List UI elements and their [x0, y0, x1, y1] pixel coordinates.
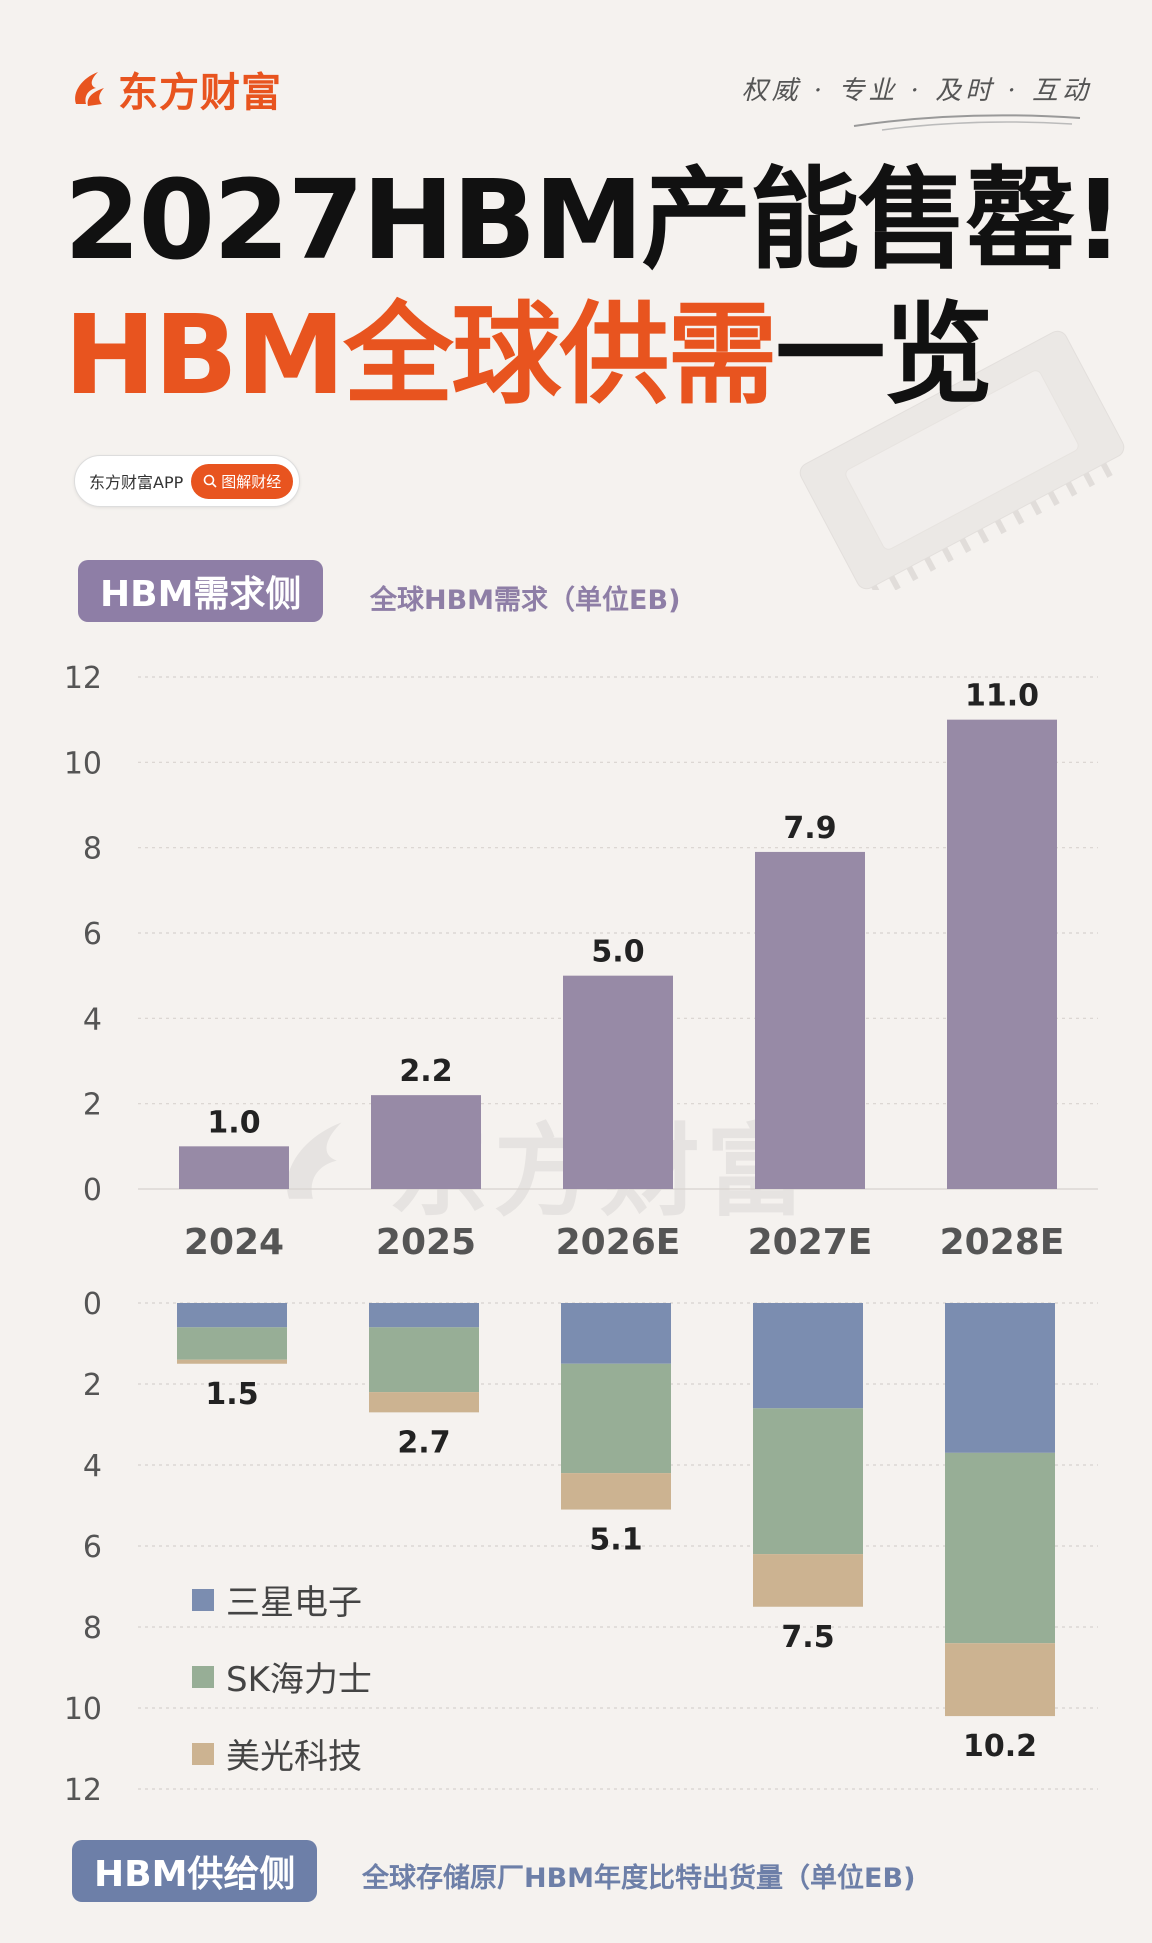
brand-name: 东方财富	[118, 70, 282, 116]
legend-item-samsung: 三星电子	[192, 1575, 362, 1624]
demand-chart-subtitle: 全球HBM需求（单位EB)	[370, 585, 681, 616]
legend-label-samsung: 三星电子	[226, 1583, 362, 1623]
x-category-label: 2025	[376, 1222, 476, 1263]
demand-y-tick-label: 2	[83, 1088, 102, 1123]
supply-bar-sk-hynix	[177, 1327, 287, 1360]
supply-bar-micron	[177, 1359, 287, 1364]
demand-section-label: HBM需求侧	[78, 560, 324, 622]
demand-y-tick-label: 10	[64, 746, 102, 781]
x-category-label: 2026E	[556, 1222, 681, 1263]
supply-bar-samsung	[945, 1303, 1055, 1453]
supply-chart-subtitle: 全球存储原厂HBM年度比特出货量（单位EB)	[362, 1863, 916, 1894]
x-category-label: 2027E	[748, 1222, 873, 1263]
demand-bar	[179, 1146, 289, 1189]
supply-y-tick-label: 12	[64, 1773, 102, 1808]
supply-bar-micron	[369, 1392, 479, 1413]
watermark-logo-icon	[286, 1122, 342, 1199]
demand-data-label: 1.0	[207, 1105, 260, 1140]
supply-y-tick-label: 4	[83, 1449, 102, 1484]
supply-bar-sk-hynix	[369, 1327, 479, 1393]
supply-y-tick-label: 10	[64, 1692, 102, 1727]
demand-bar	[755, 851, 865, 1189]
supply-total-label: 1.5	[205, 1377, 258, 1412]
supply-section-label: HBM供给侧	[72, 1840, 318, 1902]
supply-bar-micron	[561, 1473, 671, 1510]
legend-label-micron: 美光科技	[226, 1737, 362, 1777]
supply-y-tick-label: 0	[83, 1287, 102, 1322]
supply-bar-sk-hynix	[945, 1452, 1055, 1644]
legend-item-micron: 美光科技	[192, 1729, 362, 1778]
demand-y-tick-label: 6	[83, 917, 102, 952]
supply-y-tick-label: 2	[83, 1368, 102, 1403]
x-category-label: 2024	[184, 1222, 284, 1263]
app-tag-label: 图解财经	[221, 472, 282, 491]
demand-y-tick-label: 12	[64, 661, 102, 696]
demand-y-tick-label: 4	[83, 1002, 102, 1037]
app-badge: 东方财富APP 图解财经	[74, 455, 301, 507]
demand-y-tick-label: 0	[83, 1173, 102, 1208]
supply-bar-sk-hynix	[561, 1363, 671, 1474]
legend-item-sk-hynix: SK海力士	[192, 1652, 372, 1701]
supply-bar-samsung	[561, 1303, 671, 1364]
demand-data-label: 2.2	[399, 1054, 452, 1089]
supply-total-label: 2.7	[397, 1425, 450, 1460]
demand-bar	[947, 719, 1057, 1189]
supply-bar-samsung	[369, 1303, 479, 1328]
demand-bar	[563, 975, 673, 1189]
slogan-swoosh	[853, 114, 1081, 131]
chip-decoration	[799, 330, 1125, 590]
supply-y-tick-label: 6	[83, 1530, 102, 1565]
legend-swatch-sk-hynix	[192, 1665, 214, 1688]
supply-bar-micron	[753, 1554, 863, 1607]
supply-total-label: 5.1	[589, 1523, 642, 1558]
x-category-label: 2028E	[940, 1222, 1065, 1263]
supply-bar-samsung	[753, 1303, 863, 1409]
demand-y-tick-label: 8	[83, 832, 102, 867]
demand-data-label: 5.0	[591, 935, 644, 970]
brand-logo: 东方财富	[68, 60, 282, 118]
title-rest: 一览	[775, 291, 993, 419]
supply-total-label: 7.5	[781, 1620, 834, 1655]
brand-slogan: 权威 · 专业 · 及时 · 互动	[741, 76, 1092, 106]
demand-data-label: 11.0	[965, 679, 1039, 714]
app-tag: 图解财经	[191, 463, 294, 499]
page-title-line2: HBM全球供需一览	[64, 295, 993, 416]
legend-label-sk-hynix: SK海力士	[226, 1660, 372, 1700]
supply-total-label: 10.2	[963, 1729, 1037, 1764]
legend-swatch-samsung	[192, 1588, 214, 1611]
page-title-line1: 2027HBM产能售罄!	[64, 156, 1124, 284]
title-highlight: HBM全球供需	[64, 291, 777, 419]
supply-y-tick-label: 8	[83, 1611, 102, 1646]
legend-swatch-micron	[192, 1742, 214, 1765]
flame-logo-icon	[75, 72, 104, 106]
supply-bar-samsung	[177, 1303, 287, 1328]
app-name: 东方财富APP	[89, 473, 184, 492]
search-icon	[203, 474, 217, 488]
demand-data-label: 7.9	[783, 811, 836, 846]
supply-bar-micron	[945, 1643, 1055, 1717]
demand-bar	[371, 1095, 481, 1189]
supply-bar-sk-hynix	[753, 1408, 863, 1555]
